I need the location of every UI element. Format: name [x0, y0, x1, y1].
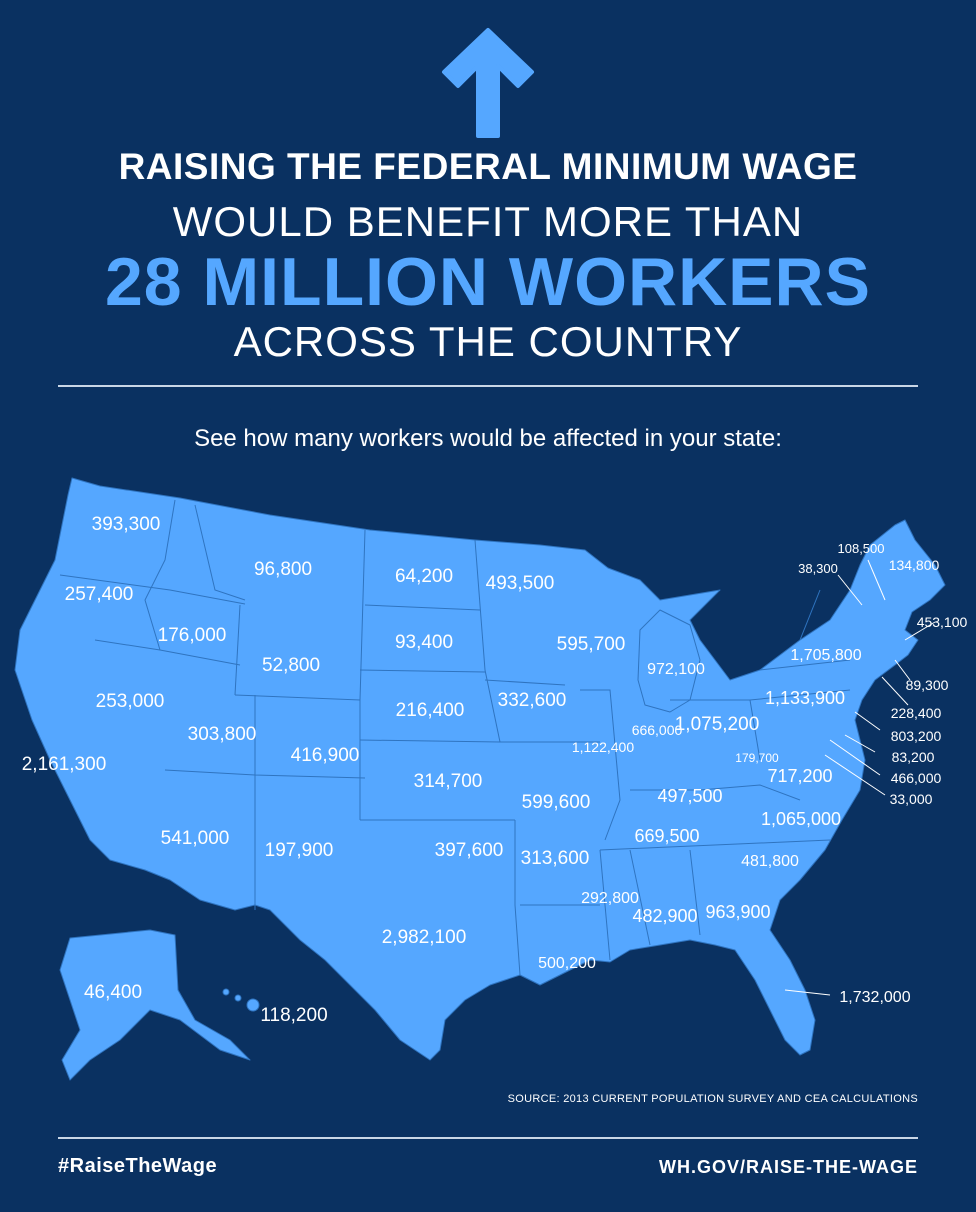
- state-label-oh: 1,075,200: [675, 714, 760, 735]
- state-label-vt: 38,300: [798, 561, 838, 576]
- state-label-ok: 397,600: [435, 840, 504, 861]
- state-label-me: 134,800: [889, 557, 940, 573]
- top-divider: [58, 385, 918, 387]
- state-label-ut: 303,800: [188, 724, 257, 745]
- headline-line-4: ACROSS THE COUNTRY: [233, 318, 743, 365]
- state-label-md: 466,000: [891, 770, 942, 786]
- state-label-tx: 2,982,100: [382, 927, 467, 948]
- headline-line-3: 28 MILLION WORKERS: [104, 244, 872, 320]
- state-label-in: 666,000: [632, 722, 683, 738]
- state-label-or: 257,400: [65, 584, 134, 605]
- state-label-de: 83,200: [892, 749, 935, 765]
- state-label-la: 500,200: [538, 955, 596, 972]
- state-label-co: 416,900: [291, 745, 360, 766]
- state-label-pa: 1,133,900: [765, 688, 845, 708]
- contiguous-us-shape: [14, 477, 946, 1061]
- state-label-mt: 96,800: [254, 559, 312, 580]
- arrow-up-icon: [442, 28, 534, 138]
- state-label-ct: 228,400: [891, 705, 942, 721]
- state-label-nm: 197,900: [265, 840, 334, 861]
- state-label-il: 1,122,400: [572, 739, 634, 755]
- state-label-id: 176,000: [158, 625, 227, 646]
- state-label-ny: 1,705,800: [790, 647, 861, 664]
- bottom-divider: [58, 1137, 918, 1139]
- state-label-mi: 972,100: [647, 661, 705, 678]
- headline-line-2: WOULD BENEFIT MORE THAN: [172, 198, 804, 245]
- state-label-nv: 253,000: [96, 691, 165, 712]
- state-label-nj: 803,200: [891, 728, 942, 744]
- state-label-hi: 118,200: [260, 1005, 327, 1026]
- state-label-mo: 599,600: [522, 792, 591, 813]
- state-label-sc: 481,800: [741, 853, 799, 870]
- state-label-sd: 93,400: [395, 632, 453, 653]
- state-label-al: 482,900: [632, 906, 697, 926]
- state-label-nc: 1,065,000: [761, 809, 841, 829]
- headline-line-1: RAISING THE FEDERAL MINIMUM WAGE: [118, 146, 858, 187]
- hawaii-island-1: [246, 998, 260, 1012]
- state-label-ri: 89,300: [906, 677, 949, 693]
- state-labels: 393,300 257,400 2,161,300 253,000 176,00…: [22, 514, 968, 1026]
- state-label-nh: 108,500: [838, 541, 885, 556]
- state-label-nd: 64,200: [395, 566, 453, 587]
- state-label-va: 717,200: [767, 766, 832, 786]
- hashtag: #RaiseTheWage: [58, 1155, 218, 1177]
- state-label-wy: 52,800: [262, 655, 320, 676]
- hawaii-island-2: [234, 994, 242, 1002]
- state-label-wa: 393,300: [92, 514, 161, 535]
- state-label-wi: 595,700: [557, 634, 626, 655]
- state-label-ar: 313,600: [521, 848, 590, 869]
- alaska-shape: [59, 929, 251, 1081]
- state-label-az: 541,000: [161, 828, 230, 849]
- state-label-wv: 179,700: [735, 751, 779, 765]
- state-label-ia: 332,600: [498, 690, 567, 711]
- state-label-ma: 453,100: [917, 614, 968, 630]
- state-label-ks: 314,700: [414, 771, 483, 792]
- state-label-ne: 216,400: [396, 700, 465, 721]
- state-label-ak: 46,400: [84, 982, 142, 1003]
- state-label-ga: 963,900: [705, 902, 770, 922]
- state-label-ca: 2,161,300: [22, 754, 107, 775]
- source-note: SOURCE: 2013 CURRENT POPULATION SURVEY A…: [507, 1093, 918, 1105]
- state-label-dc: 33,000: [890, 791, 933, 807]
- hawaii-island-3: [222, 988, 230, 996]
- state-label-fl: 1,732,000: [839, 989, 910, 1006]
- state-label-ms: 292,800: [581, 890, 639, 907]
- state-label-ky: 497,500: [657, 786, 722, 806]
- footer-url[interactable]: WH.GOV/RAISE-THE-WAGE: [659, 1157, 918, 1177]
- map-prompt: See how many workers would be affected i…: [194, 425, 782, 452]
- state-label-mn: 493,500: [486, 573, 555, 594]
- state-label-tn: 669,500: [634, 826, 699, 846]
